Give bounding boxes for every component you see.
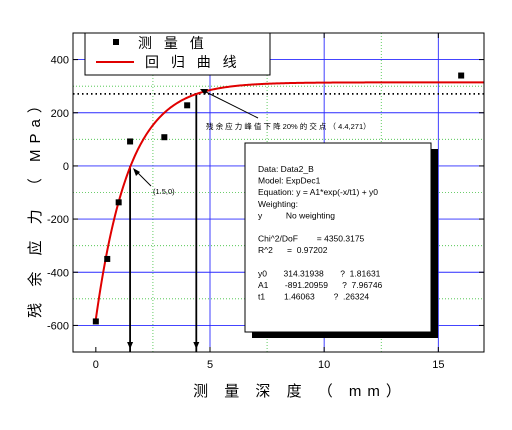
data-point bbox=[127, 138, 134, 145]
legend-label-fit: 回 归 曲 线 bbox=[145, 54, 241, 70]
stats-line: Data: Data2_B bbox=[258, 164, 314, 174]
legend-label-measured: 测 量 值 bbox=[138, 35, 208, 51]
stats-line: Weighting: bbox=[258, 199, 298, 209]
marker-label-arrow-head bbox=[133, 168, 140, 176]
stats-line: A1 -891.20959 ? 7.96746 bbox=[258, 280, 383, 290]
stats-line: y No weighting bbox=[258, 210, 335, 220]
data-points bbox=[92, 72, 465, 325]
annotation: 残 余 应 力 峰 值 下 降 20% 的 交 点 （ 4.4,271） bbox=[200, 89, 371, 131]
annotation-arrow-line bbox=[203, 90, 259, 119]
fit-curve bbox=[94, 81, 484, 320]
y-tick-label: -200 bbox=[47, 214, 69, 226]
y-tick-label: -400 bbox=[47, 267, 69, 279]
x-tick-label: 15 bbox=[432, 359, 444, 371]
data-point bbox=[115, 199, 122, 206]
x-tick-label: 0 bbox=[93, 359, 99, 371]
marker-label-text: (1.5,0) bbox=[153, 187, 175, 196]
fit-curve-group bbox=[94, 81, 484, 320]
x-tick-label: 5 bbox=[207, 359, 213, 371]
y-tick-label: 400 bbox=[51, 55, 69, 67]
vertical-marker-arrow bbox=[193, 342, 200, 349]
annotation-arrow-head bbox=[200, 89, 208, 95]
data-point bbox=[104, 255, 111, 262]
y-tick-label: 0 bbox=[63, 161, 69, 173]
y-tick-label: -600 bbox=[47, 320, 69, 332]
stats-line: Chi^2/DoF = 4350.3175 bbox=[258, 234, 365, 244]
stats-line: Model: ExpDec1 bbox=[258, 176, 321, 186]
y-axis-title: 残 余 应 力 （ MPa） bbox=[26, 92, 44, 318]
data-point bbox=[458, 72, 465, 79]
legend: 测 量 值 回 归 曲 线 bbox=[84, 32, 271, 76]
data-point bbox=[92, 318, 99, 325]
plot-frame bbox=[72, 32, 485, 353]
stats-line: y0 314.31938 ? 1.81631 bbox=[258, 268, 381, 278]
axis-ticks: 0 5 10 15 -600 -400 -200 0 200 400 bbox=[47, 33, 484, 371]
annotation-text: 残 余 应 力 峰 值 下 降 20% 的 交 点 （ 4.4,271） bbox=[206, 121, 371, 131]
stats-line: R^2 = 0.97202 bbox=[258, 245, 328, 255]
x-axis-title: 测 量 深 度 （ mm） bbox=[193, 383, 407, 400]
marker-label-group: (1.5,0) bbox=[133, 168, 175, 196]
vertical-marker-arrow bbox=[127, 342, 134, 349]
x-tick-label: 10 bbox=[318, 359, 330, 371]
stats-line: t1 1.46063 ? .26324 bbox=[258, 292, 369, 302]
stats-box-panel bbox=[244, 142, 432, 333]
vertical-markers bbox=[127, 93, 200, 352]
y-tick-label: 200 bbox=[51, 108, 69, 120]
stats-line: Equation: y = A1*exp(-x/t1) + y0 bbox=[258, 187, 378, 197]
legend-marker-measured bbox=[113, 39, 119, 45]
data-point bbox=[184, 102, 191, 109]
data-point bbox=[161, 134, 168, 141]
